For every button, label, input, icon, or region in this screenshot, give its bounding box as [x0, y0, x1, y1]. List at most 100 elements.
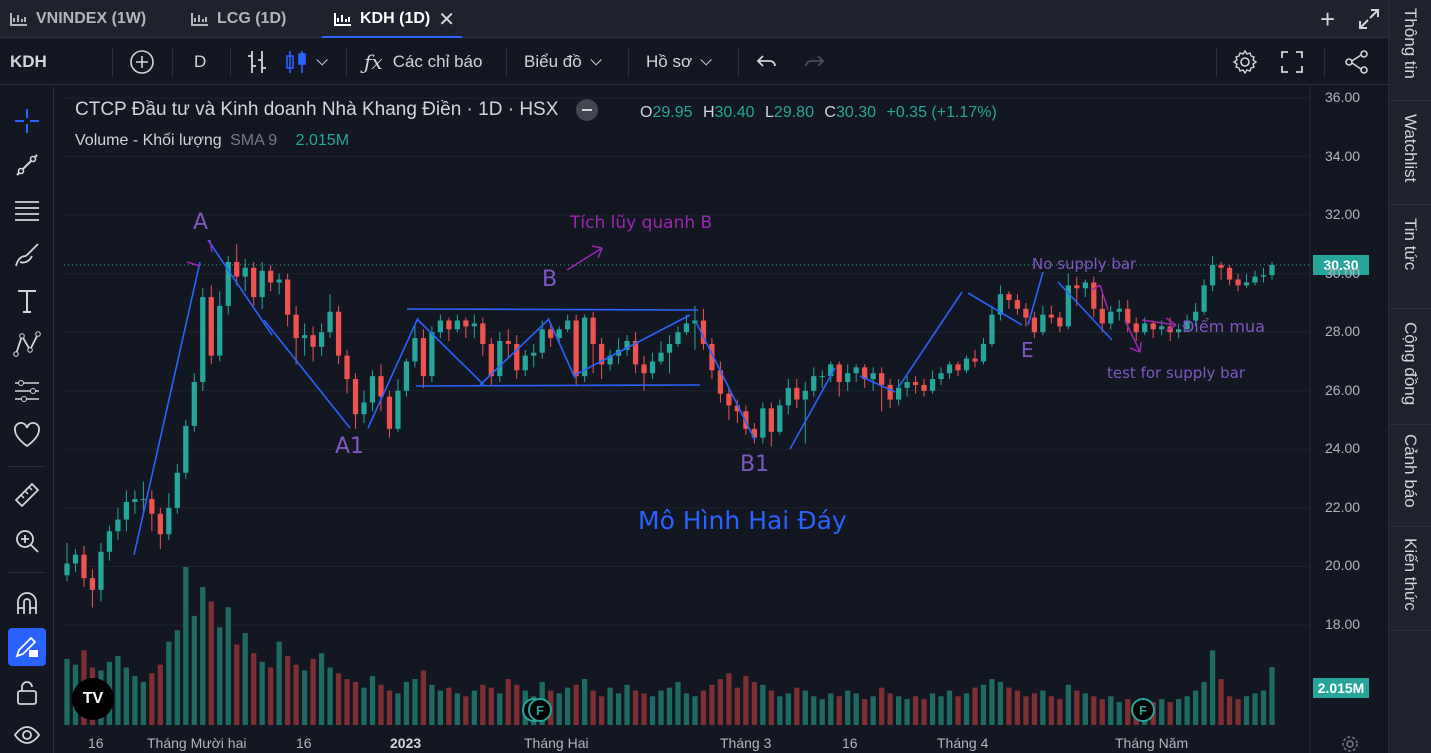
zoom-tool[interactable] — [8, 522, 46, 560]
candle-body — [208, 297, 214, 356]
sidebar-tab-watchlist[interactable]: Watchlist — [1391, 114, 1429, 182]
volume-bar — [929, 693, 936, 725]
tab-vnindex[interactable]: VNINDEX (1W) — [10, 0, 146, 38]
sidebar-tab-alerts[interactable]: Cảnh báo — [1391, 434, 1429, 508]
pattern-tool[interactable] — [8, 326, 46, 364]
candle-body — [335, 311, 342, 356]
volume-bar — [166, 641, 172, 725]
volume-bar — [607, 687, 613, 725]
volume-bar — [794, 687, 800, 725]
sidebar-tab-knowledge[interactable]: Kiến thức — [1391, 538, 1429, 611]
redo-button[interactable] — [803, 39, 825, 85]
earnings-badge[interactable]: F — [1131, 698, 1155, 722]
volume-bar — [955, 696, 961, 725]
candle-body — [598, 343, 605, 365]
sidebar-tab-news[interactable]: Tin tức — [1391, 218, 1429, 270]
measure-tool[interactable] — [8, 476, 46, 514]
candle-body — [174, 472, 180, 508]
favorites-tool[interactable] — [8, 416, 46, 454]
volume-bar — [174, 630, 180, 725]
candle-body — [811, 376, 817, 391]
expand-icon[interactable] — [1356, 6, 1382, 32]
annotation-test-supply: test for supply bar — [1107, 364, 1246, 382]
brush-tool[interactable] — [8, 236, 46, 274]
candle-body — [420, 338, 427, 377]
candle-body — [301, 335, 308, 339]
prediction-tool[interactable] — [8, 372, 46, 410]
earnings-badge[interactable]: F — [528, 698, 552, 722]
bars-style-button[interactable] — [246, 39, 270, 85]
candle-body — [531, 352, 537, 356]
pencil-lock-icon — [15, 636, 38, 658]
ohlc-key: O — [640, 104, 653, 121]
candle-body — [980, 343, 987, 362]
trendline-tool[interactable] — [8, 146, 46, 184]
active-tab-indicator — [322, 36, 462, 38]
annotation-arrow — [1129, 347, 1141, 353]
volume-bar — [352, 681, 359, 725]
share-button[interactable] — [1344, 39, 1370, 85]
ohlc-change: +0.35 (+1.17%) — [886, 104, 997, 121]
candle-body — [539, 329, 545, 353]
close-icon[interactable]: ✕ — [438, 8, 455, 31]
volume-bar — [751, 681, 757, 725]
compare-button[interactable] — [128, 39, 156, 85]
gear-icon[interactable] — [1340, 734, 1360, 753]
plus-icon[interactable]: + — [1320, 4, 1336, 34]
interval-button[interactable]: D — [194, 39, 206, 85]
chart-pane[interactable] — [62, 86, 1388, 753]
fx-icon: ƒx — [364, 50, 383, 74]
stay-drawing-tool[interactable] — [8, 628, 46, 666]
hide-tool[interactable] — [8, 716, 46, 753]
volume-bar — [251, 653, 257, 725]
volume-bar — [412, 679, 418, 725]
candle-body — [717, 370, 724, 394]
volume-bar — [760, 684, 766, 725]
candles-style-button[interactable] — [284, 39, 328, 85]
chevron-down-icon — [316, 54, 328, 66]
annotation-b: B — [542, 267, 558, 292]
sidebar-tab-info[interactable]: Thông tin — [1391, 8, 1429, 79]
tradingview-logo[interactable]: TV — [72, 678, 114, 720]
volume-bar — [649, 696, 656, 725]
crosshair-tool[interactable] — [8, 102, 46, 140]
candle-body — [658, 352, 664, 362]
candle-body — [1159, 326, 1165, 330]
candle-body — [828, 364, 834, 377]
fib-tool[interactable] — [8, 192, 46, 230]
annotation-arrow — [1165, 317, 1177, 326]
candle-body — [200, 297, 206, 382]
undo-button[interactable] — [756, 39, 778, 85]
candle-body — [768, 408, 774, 432]
projection-icon — [15, 380, 39, 402]
fullscreen-button[interactable] — [1280, 39, 1304, 85]
text-tool[interactable] — [8, 282, 46, 320]
volume-bar — [853, 693, 859, 725]
volume-bar — [632, 690, 639, 725]
indicators-button[interactable]: ƒx Các chỉ báo — [364, 39, 482, 85]
symbol-search[interactable]: KDH — [10, 39, 47, 85]
chart-menu-button[interactable]: Biểu đồ — [524, 39, 602, 85]
tab-lcg[interactable]: LCG (1D) — [191, 0, 286, 38]
candle-body — [149, 499, 155, 514]
trend-line — [417, 319, 485, 386]
price-chart[interactable] — [62, 86, 1388, 753]
profile-button[interactable]: Hồ sơ — [646, 39, 712, 85]
settings-button[interactable] — [1232, 39, 1258, 85]
annotation-arrow — [591, 245, 603, 249]
lock-tool[interactable] — [8, 674, 46, 712]
volume-bar — [132, 676, 138, 725]
candle-body — [115, 519, 121, 532]
tab-kdh[interactable]: KDH (1D) ✕ — [334, 0, 455, 38]
annotation-buy-point: Điểm mua — [1182, 317, 1265, 336]
sidebar-tab-community[interactable]: Cộng đồng — [1391, 322, 1429, 405]
legend-title: CTCP Đầu tư và Kinh doanh Nhà Khang Điền… — [75, 99, 559, 120]
candle-body — [1142, 323, 1148, 333]
ohlc-high: 30.40 — [714, 104, 755, 121]
volume-bar — [446, 687, 452, 725]
collapse-icon[interactable] — [576, 99, 599, 121]
magnet-tool[interactable] — [8, 584, 46, 622]
volume-bar — [565, 687, 571, 725]
candle-body — [106, 531, 113, 552]
volume-bar — [293, 664, 299, 725]
